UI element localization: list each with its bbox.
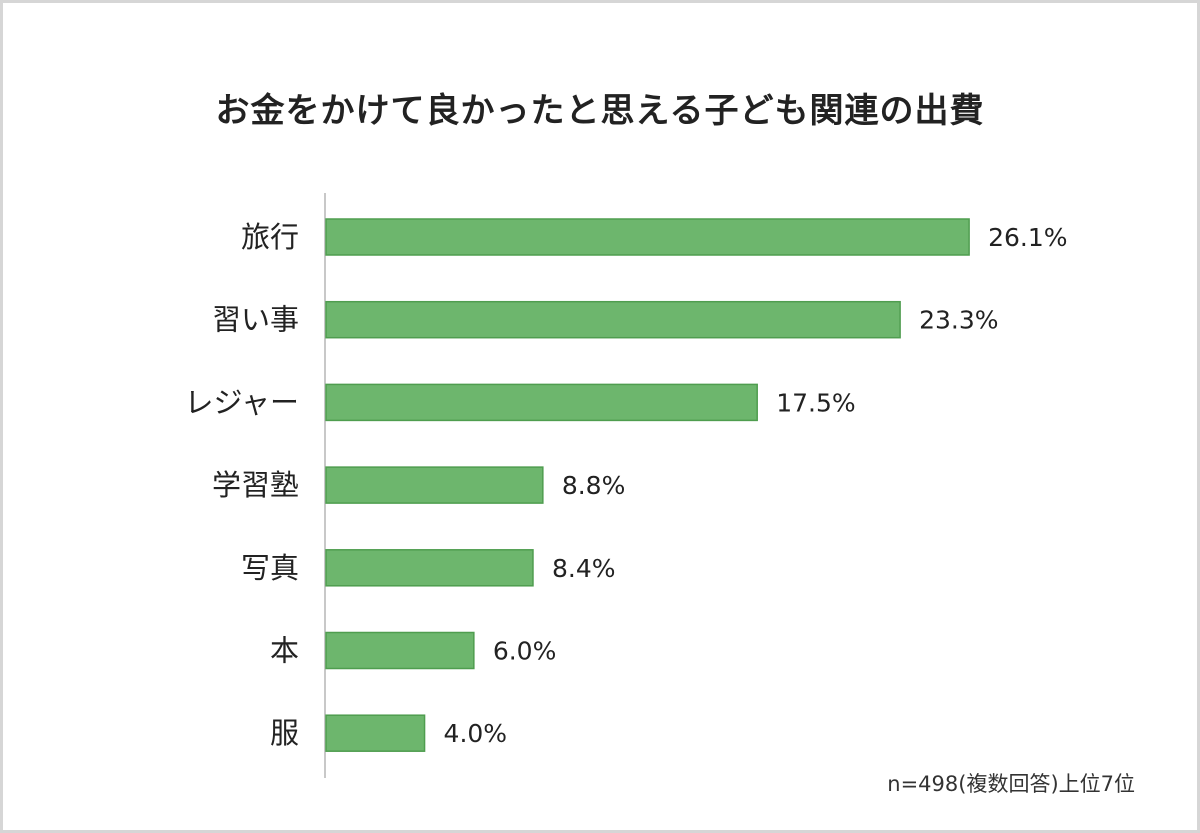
bar [325,300,901,339]
bar [325,549,534,587]
chart-title: お金をかけて良かったと思える子ども関連の出費 [215,91,985,131]
value-label: 8.8% [562,471,626,500]
bar [325,218,970,256]
category-label: 本 [270,634,299,668]
category-label: 旅行 [241,220,299,254]
value-label: 8.4% [552,554,616,583]
category-label: 服 [270,716,299,750]
category-label: 習い事 [212,303,299,337]
category-label: 写真 [241,551,299,585]
bar-chart: 旅行 26.1% 習い事 23.3% レジャー 17.5% 学習塾 8.8% 写真 8.4% 本 6.… [184,193,1068,778]
bar [325,714,426,752]
bar [325,383,758,422]
value-label: 6.0% [493,637,557,666]
bar [325,466,544,504]
bar [325,631,475,670]
category-label: 学習塾 [212,468,299,502]
category-label: レジャー [184,385,299,419]
value-label: 4.0% [444,719,508,748]
sample-note: n=498(複数回答)上位7位 [887,772,1135,796]
value-label: 17.5% [776,388,855,417]
value-label: 23.3% [919,306,998,335]
value-label: 26.1% [988,223,1067,252]
